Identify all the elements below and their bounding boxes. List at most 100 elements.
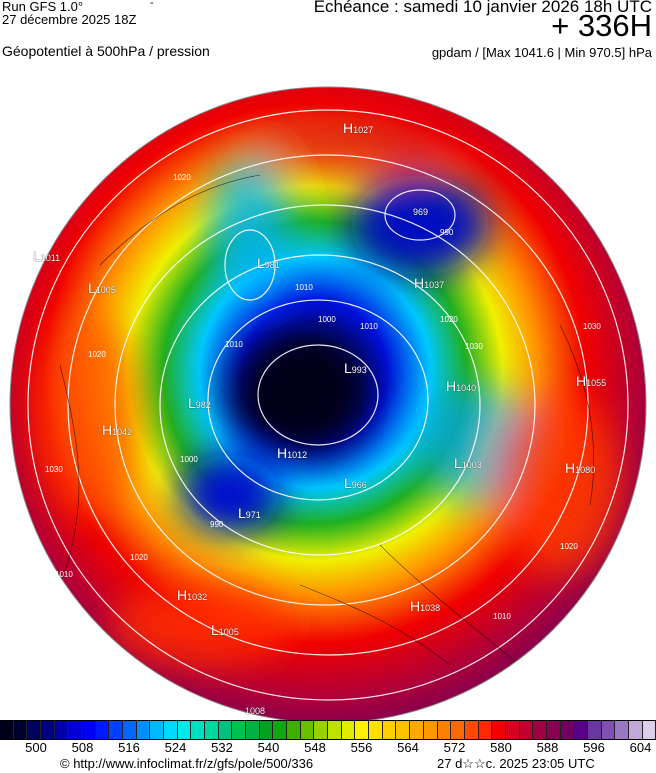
colorbar-tick-label: 500 <box>25 740 47 755</box>
colorbar-swatch <box>54 721 69 739</box>
colorbar-tick-label: 532 <box>211 740 233 755</box>
pressure-center: L1003 <box>454 455 482 471</box>
colorbar-swatch <box>437 721 452 739</box>
colorbar-tick-label: 556 <box>350 740 373 755</box>
contour-label: 1020 <box>35 230 53 239</box>
colorbar-swatch <box>519 721 534 739</box>
pressure-center: L982 <box>188 395 211 411</box>
colorbar-swatch <box>642 721 656 739</box>
colorbar-swatch <box>164 721 178 739</box>
contour-label: 1020 <box>130 553 148 562</box>
colorbar-swatch <box>0 721 14 739</box>
colorbar-swatch <box>287 721 301 739</box>
pressure-center: H1037 <box>414 275 445 291</box>
colorbar-swatch <box>246 721 260 739</box>
colorbar-swatch <box>314 721 329 739</box>
contour-label: 1000 <box>318 315 336 324</box>
pressure-center: L971 <box>238 505 261 521</box>
colorbar-tick-label: 548 <box>304 740 326 755</box>
colorbar-swatch <box>382 721 397 739</box>
colorbar-swatch <box>587 721 602 739</box>
colorbar-swatch <box>341 721 356 739</box>
contour-label: 1010 <box>295 283 313 292</box>
units-range: gpdam / [Max 1041.6 | Min 970.5] hPa <box>431 45 652 60</box>
colorbar-swatch <box>41 721 55 739</box>
contour-label: 1020 <box>560 542 578 551</box>
colorbar-swatch <box>369 721 383 739</box>
echeance: Echéance : samedi 10 janvier 2026 18h UT… <box>313 0 652 16</box>
colorbar-tick-label: 540 <box>257 740 280 755</box>
geopotential-field <box>9 86 647 724</box>
pressure-center: H1080 <box>565 460 596 476</box>
colorbar-swatch <box>601 721 616 739</box>
colorbar-swatch <box>628 721 643 739</box>
colorbar-swatch <box>533 721 547 739</box>
colorbar-swatch <box>464 721 479 739</box>
colorbar-tick-label: 604 <box>629 740 652 755</box>
colorbar-swatch <box>355 721 370 739</box>
parameter-title: Géopotentiel à 500hPa / pression <box>2 43 210 59</box>
colorbar-swatch <box>109 721 124 739</box>
colorbar-tick-label: 516 <box>118 740 140 755</box>
dash: - <box>150 0 154 9</box>
polar-map[interactable]: H1027 969 L981 L1011 L1005 H1037 L993 H1… <box>0 65 656 724</box>
colorbar-swatch <box>136 721 151 739</box>
contour-label: 1020 <box>440 315 458 324</box>
colorbar-swatch <box>123 721 137 739</box>
pressure-center: L1005 <box>88 280 116 296</box>
colorbar-swatch <box>95 721 110 739</box>
colorbar-swatch <box>505 721 520 739</box>
pressure-center: H1032 <box>177 587 208 603</box>
source-url[interactable]: © http://www.infoclimat.fr/z/gfs/pole/50… <box>60 756 314 771</box>
colorbar-swatch <box>560 721 575 739</box>
contour-label: 1030 <box>583 322 601 331</box>
colorbar-swatch <box>492 721 506 739</box>
pressure-center: L966 <box>344 475 367 491</box>
colorbar <box>0 720 656 740</box>
pressure-center: L1005 <box>211 622 239 638</box>
colorbar-tick-label: 580 <box>490 740 512 755</box>
pressure-center: H1027 <box>343 120 374 136</box>
colorbar-swatch <box>300 721 315 739</box>
colorbar-swatch <box>328 721 342 739</box>
colorbar-swatch <box>177 721 192 739</box>
pressure-center: H1055 <box>576 373 607 389</box>
colorbar-swatch <box>615 721 629 739</box>
contour-label: 990 <box>210 520 224 529</box>
pressure-center: H1040 <box>446 378 477 394</box>
pressure-center: L1011 <box>33 248 61 264</box>
generated-timestamp: 27 d☆☆c. 2025 23:05 UTC <box>437 756 595 771</box>
pressure-center: 969 <box>413 207 429 217</box>
pressure-center: L981 <box>257 255 280 271</box>
colorbar-swatch <box>27 721 42 739</box>
colorbar-tick-label: 596 <box>583 740 605 755</box>
colorbar-swatch <box>68 721 83 739</box>
colorbar-swatch <box>205 721 219 739</box>
run-label: Run GFS 1.0° <box>2 0 84 14</box>
colorbar-swatch <box>396 721 411 739</box>
contour-label: 1030 <box>465 342 483 351</box>
colorbar-tick-label: 588 <box>536 740 559 755</box>
contour-label: 1010 <box>55 570 73 579</box>
colorbar-swatch <box>13 721 28 739</box>
colorbar-swatch <box>423 721 438 739</box>
colorbar-swatch <box>232 721 247 739</box>
pressure-center: H1042 <box>102 422 133 438</box>
colorbar-swatch <box>273 721 288 739</box>
colorbar-tick-label: 572 <box>443 740 466 755</box>
contour-label: 1010 <box>258 73 276 82</box>
pressure-center: H1012 <box>277 445 308 461</box>
contour-label: 1010 <box>493 612 511 621</box>
run-date: 27 décembre 2025 18Z <box>2 12 137 27</box>
contour-label: 1020 <box>173 173 191 182</box>
contour-label: 1010 <box>225 340 243 349</box>
colorbar-swatch <box>191 721 206 739</box>
contour-label: 1010 <box>360 322 378 331</box>
contour-label: 1000 <box>180 455 198 464</box>
colorbar-tick-label: 524 <box>164 740 187 755</box>
colorbar-swatch <box>218 721 233 739</box>
contour-label: 1020 <box>88 350 106 359</box>
colorbar-swatch <box>410 721 424 739</box>
pressure-center: 1008 <box>245 706 266 716</box>
